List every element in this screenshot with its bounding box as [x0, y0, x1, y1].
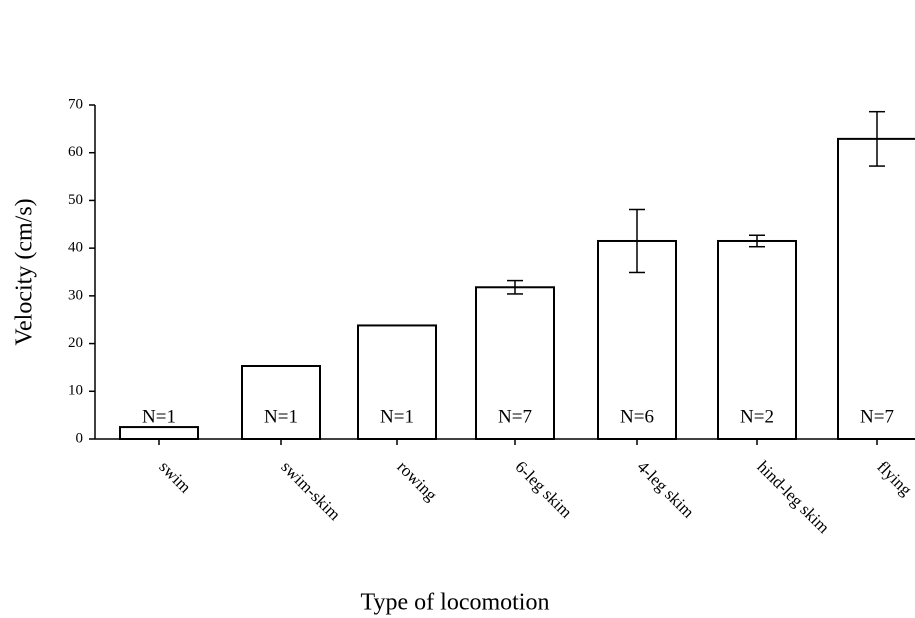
y-tick-label: 70: [68, 96, 83, 112]
x-tick-label: swim: [155, 457, 194, 496]
y-tick-label: 60: [68, 144, 83, 160]
y-tick-label: 20: [68, 335, 83, 351]
sample-size-label: N=7: [860, 406, 894, 427]
page: Velocity (cm/s) Type of locomotion 0 10 20…: [0, 0, 915, 618]
sample-size-label: N=1: [142, 406, 176, 427]
sample-size-label: N=1: [380, 406, 414, 427]
y-tick-label: 30: [68, 287, 83, 303]
sample-size-label: N=7: [498, 406, 532, 427]
x-tick-label: flying: [873, 457, 915, 500]
x-tick-label: 6-leg skim: [511, 457, 576, 522]
x-tick-label: 4-leg skim: [633, 457, 698, 522]
x-tick-label: swim-skim: [277, 457, 344, 524]
bar: [838, 139, 915, 439]
bar: [242, 366, 320, 439]
x-axis-label: Type of locomotion: [361, 590, 550, 616]
y-tick-label: 40: [68, 240, 83, 256]
sample-size-label: N=6: [620, 406, 654, 427]
y-tick-label: 10: [68, 383, 83, 399]
sample-size-label: N=2: [740, 406, 774, 427]
x-tick-label: hind-leg skim: [753, 457, 833, 537]
sample-size-label: N=1: [264, 406, 298, 427]
bar: [120, 427, 198, 439]
y-tick-label: 0: [76, 430, 84, 446]
y-axis-label: Velocity (cm/s): [12, 198, 38, 345]
x-tick-label: rowing: [393, 457, 441, 505]
y-tick-label: 50: [68, 192, 83, 208]
chart: Velocity (cm/s) Type of locomotion 0 10 20…: [0, 0, 915, 618]
